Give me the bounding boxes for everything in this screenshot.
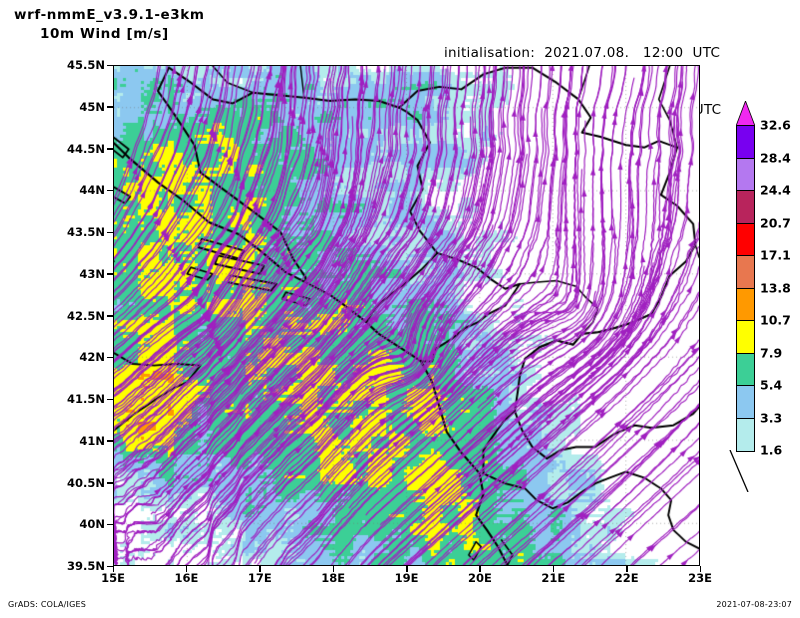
y-axis-tick-label: 42.5N bbox=[67, 308, 105, 323]
initialisation-time: initialisation: 2021.07.08. 12:00 UTC bbox=[444, 45, 721, 61]
colorbar-tick-label: 7.9 bbox=[760, 345, 783, 360]
x-axis-tick-mark bbox=[185, 566, 188, 572]
x-axis-tick-mark bbox=[626, 566, 628, 572]
x-axis-tick-label: 15E bbox=[101, 571, 125, 585]
y-axis-tick-mark bbox=[107, 356, 113, 359]
y-axis-tick-label: 44.5N bbox=[67, 141, 105, 156]
colorbar-band bbox=[737, 223, 754, 256]
colorbar-tick-label: 1.6 bbox=[760, 442, 783, 458]
x-axis-tick-label: 21E bbox=[541, 571, 566, 585]
x-axis-tick-mark bbox=[112, 566, 114, 572]
field-title: 10m Wind [m/s] bbox=[40, 26, 169, 42]
y-axis-tick-label: 44N bbox=[79, 183, 105, 198]
grads-credit: GrADS: COLA/IGES bbox=[8, 600, 87, 609]
y-axis-tick-label: 40N bbox=[79, 517, 105, 532]
colorbar-tick-label: 24.4 bbox=[760, 182, 791, 198]
x-axis-tick-mark bbox=[479, 566, 481, 572]
x-axis-tick-mark bbox=[259, 566, 261, 572]
colorbar-band bbox=[737, 321, 754, 354]
header-left-block: wrf-nmmE_v3.9.1-e3km 10m Wind [m/s] bbox=[14, 6, 205, 44]
colorbar-tick-label: 3.3 bbox=[760, 410, 783, 425]
y-axis-tick-label: 41N bbox=[79, 433, 105, 448]
colorbar-tick-label: 28.4 bbox=[760, 150, 791, 165]
map-plot-area[interactable] bbox=[113, 65, 700, 566]
colorbar-band bbox=[737, 386, 754, 419]
x-axis-tick-label: 17E bbox=[247, 571, 272, 585]
y-axis-tick-label: 41.5N bbox=[67, 392, 105, 406]
x-axis-tick-label: 16E bbox=[174, 571, 199, 585]
colorbar-band bbox=[737, 158, 754, 191]
y-axis-tick-mark bbox=[107, 440, 113, 442]
colorbar-tick-label: 20.7 bbox=[760, 215, 791, 230]
y-axis-tick-mark bbox=[107, 398, 113, 400]
colorbar-overflow-arrow bbox=[736, 101, 755, 126]
colorbar-band bbox=[737, 418, 754, 451]
y-axis-tick-mark bbox=[107, 523, 113, 526]
model-title: wrf-nmmE_v3.9.1-e3km bbox=[14, 7, 205, 23]
colorbar-tick-label: 13.8 bbox=[760, 280, 791, 295]
colorbar-tick-label: 10.7 bbox=[760, 312, 791, 328]
y-axis-tick-label: 45.5N bbox=[67, 58, 105, 72]
colorbar-band bbox=[737, 353, 754, 386]
colorbar-band bbox=[737, 191, 754, 224]
colorbar-tick-label: 5.4 bbox=[760, 377, 783, 393]
colorbar-tick-label: 17.1 bbox=[760, 247, 791, 263]
y-axis-tick-label: 43.5N bbox=[67, 225, 105, 239]
colorbar-band bbox=[737, 126, 754, 159]
y-axis-tick-mark bbox=[107, 148, 113, 150]
y-axis-tick-label: 43N bbox=[79, 266, 105, 281]
y-axis-tick-mark bbox=[107, 273, 113, 275]
x-axis-tick-mark bbox=[699, 566, 701, 572]
colorbar-tick-label: 32.6 bbox=[760, 117, 791, 133]
colorbar-band bbox=[737, 256, 754, 289]
y-axis-tick-label: 42N bbox=[79, 350, 105, 365]
y-axis-tick-mark bbox=[107, 482, 113, 484]
x-axis-tick-label: 23E bbox=[688, 571, 712, 585]
wind-field-canvas bbox=[114, 66, 699, 565]
y-axis-tick-label: 39.5N bbox=[67, 559, 105, 573]
x-axis-tick-mark bbox=[406, 566, 408, 572]
x-axis-tick-label: 18E bbox=[321, 571, 346, 585]
y-axis-tick-mark bbox=[107, 315, 113, 317]
x-axis-tick-mark bbox=[332, 566, 335, 572]
x-axis-tick-mark bbox=[552, 566, 555, 572]
y-axis-tick-label: 40.5N bbox=[67, 475, 105, 490]
colorbar[interactable] bbox=[736, 125, 755, 452]
colorbar-band bbox=[737, 288, 754, 321]
x-axis-tick-label: 22E bbox=[614, 571, 639, 585]
x-axis-tick-label: 20E bbox=[467, 571, 492, 585]
y-axis-tick-mark bbox=[107, 189, 113, 192]
y-axis-tick-label: 45N bbox=[79, 99, 105, 114]
y-axis-tick-mark bbox=[107, 565, 113, 567]
colorbar-underflow-tail bbox=[729, 450, 749, 492]
y-axis-tick-mark bbox=[107, 231, 113, 233]
y-axis-tick-mark bbox=[107, 106, 113, 108]
x-axis-tick-label: 19E bbox=[394, 571, 419, 585]
render-timestamp: 2021-07-08-23:07 bbox=[716, 600, 792, 609]
y-axis-tick-mark bbox=[107, 64, 113, 66]
